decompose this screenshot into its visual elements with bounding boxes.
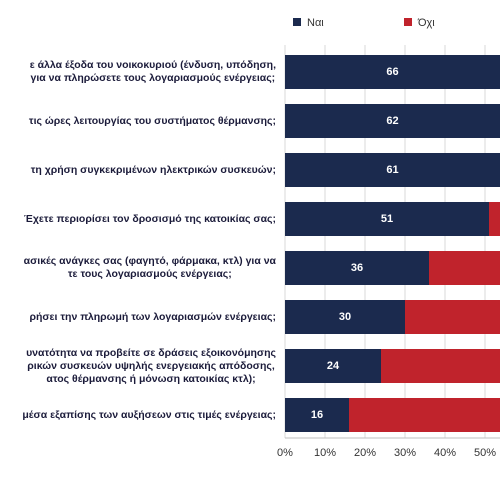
bar-segment xyxy=(285,153,500,187)
x-tick-label: 40% xyxy=(434,447,456,459)
bar-segment xyxy=(285,104,500,138)
bar-segment xyxy=(285,202,489,236)
bar-value-label: 51 xyxy=(381,213,393,225)
category-label: ε άλλα έξοδα του νοικοκυριού (ένδυση, υπ… xyxy=(29,59,276,84)
category-label: υνατότητα να προβείτε σε δράσεις εξοικον… xyxy=(26,346,276,385)
category-label-box: τη χρήση συγκεκριμένων ηλεκτρικών συσκευ… xyxy=(0,146,276,194)
x-tick-label: 0% xyxy=(277,447,293,459)
bar-value-label: 66 xyxy=(386,66,398,78)
bar-value-label: 62 xyxy=(386,115,398,127)
bar-value-label: 24 xyxy=(327,360,340,372)
bar-segment xyxy=(429,251,500,285)
category-label-box: ε άλλα έξοδα του νοικοκυριού (ένδυση, υπ… xyxy=(0,48,276,96)
bar-segment xyxy=(285,398,349,432)
x-tick-label: 30% xyxy=(394,447,416,459)
bar-segment xyxy=(285,349,381,383)
bar-value-label: 16 xyxy=(311,409,323,421)
category-label-box: ασικές ανάγκες σας (φαγητό, φάρμακα, κτλ… xyxy=(0,244,276,292)
category-label: τις ώρες λειτουργίας του συστήματος θέρμ… xyxy=(28,114,276,127)
legend-label: Όχι xyxy=(417,17,435,29)
bar-segment xyxy=(285,251,429,285)
category-label-box: υνατότητα να προβείτε σε δράσεις εξοικον… xyxy=(0,342,276,390)
category-label: τη χρήση συγκεκριμένων ηλεκτρικών συσκευ… xyxy=(30,163,276,176)
bar-value-label: 61 xyxy=(386,164,398,176)
bar-segment xyxy=(285,55,500,89)
x-tick-label: 50% xyxy=(474,447,496,459)
category-label: Έχετε περιορίσει τον δροσισμό της κατοικ… xyxy=(23,212,276,225)
category-label-box: Έχετε περιορίσει τον δροσισμό της κατοικ… xyxy=(0,195,276,243)
category-label-box: τις ώρες λειτουργίας του συστήματος θέρμ… xyxy=(0,97,276,145)
x-tick-label: 10% xyxy=(314,447,336,459)
bar-segment xyxy=(285,300,405,334)
legend-label: Ναι xyxy=(307,17,324,29)
legend-swatch xyxy=(404,18,412,26)
bar-segment xyxy=(381,349,500,383)
category-label-box: μέσα εξαπίσης των αυξήσεων στις τιμές εν… xyxy=(0,391,276,439)
x-tick-label: 20% xyxy=(354,447,376,459)
bar-value-label: 36 xyxy=(351,262,363,274)
bar-segment xyxy=(489,202,500,236)
category-label-box: ρήσει την πληρωμή των λογαριασμών ενέργε… xyxy=(0,293,276,341)
category-label: μέσα εξαπίσης των αυξήσεων στις τιμές εν… xyxy=(22,408,276,421)
bar-segment xyxy=(349,398,500,432)
legend-swatch xyxy=(293,18,301,26)
category-label: ασικές ανάγκες σας (φαγητό, φάρμακα, κτλ… xyxy=(23,255,276,280)
category-label: ρήσει την πληρωμή των λογαριασμών ενέργε… xyxy=(29,310,276,323)
bar-segment xyxy=(405,300,500,334)
bar-value-label: 30 xyxy=(339,311,351,323)
